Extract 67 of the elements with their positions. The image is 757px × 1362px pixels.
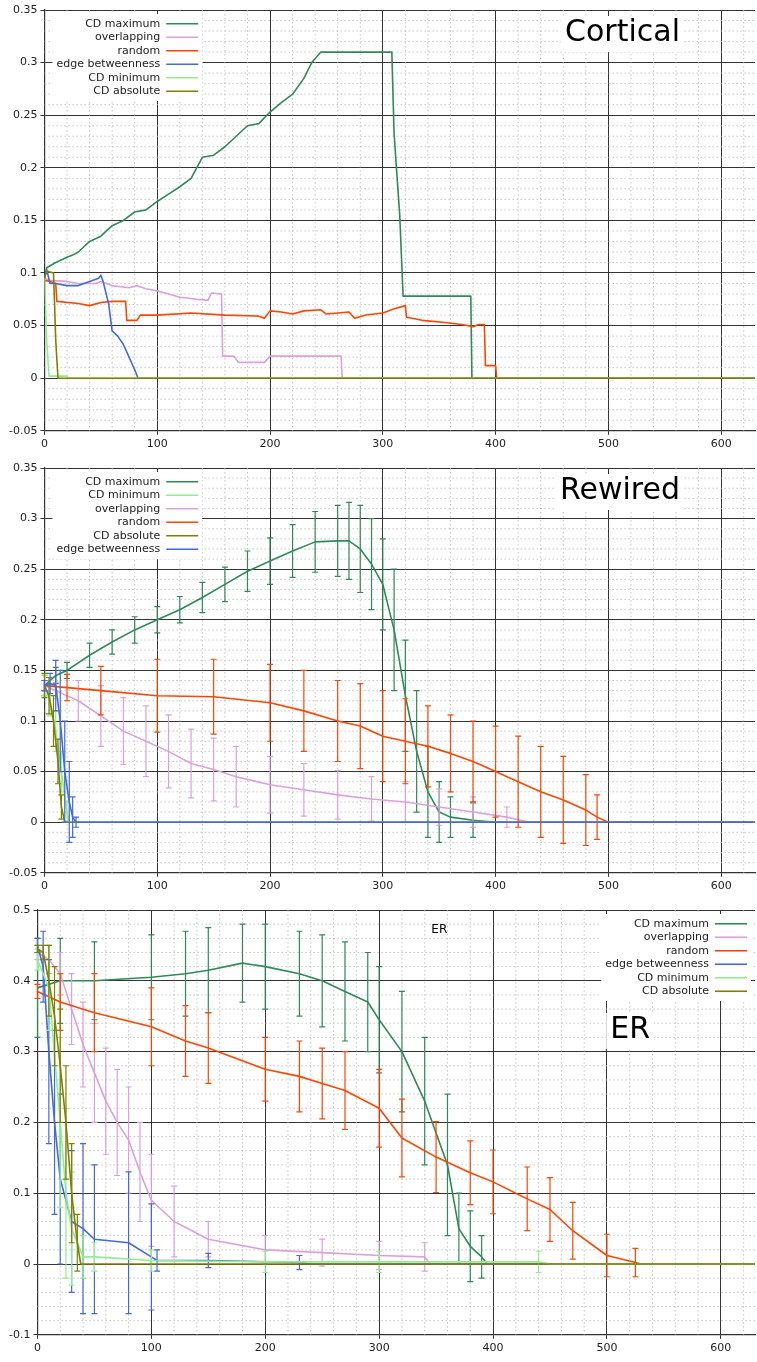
y-tick-label: 0.5 xyxy=(12,902,31,916)
x-tick-label: 100 xyxy=(146,879,168,893)
y-tick-label: 0.15 xyxy=(12,213,38,227)
x-tick-label: 200 xyxy=(259,879,281,893)
x-tick-label: 600 xyxy=(710,437,732,451)
x-tick-label: 600 xyxy=(710,879,732,893)
x-tick-label: 400 xyxy=(485,437,507,451)
x-tick-label: 200 xyxy=(259,437,281,451)
x-tick-label: 500 xyxy=(596,1341,618,1355)
legend-label: CD maximum xyxy=(85,16,161,30)
y-tick-label: 0.3 xyxy=(19,55,38,69)
x-tick-label: 600 xyxy=(710,1341,732,1355)
x-tick-label: 300 xyxy=(372,437,394,451)
legend-label: CD maximum xyxy=(633,916,709,930)
legend-label: CD absolute xyxy=(93,84,161,98)
legend-label: random xyxy=(117,43,161,57)
x-tick-label: 400 xyxy=(482,1341,504,1355)
y-tick-label: 0.4 xyxy=(12,973,31,987)
y-tick-label: 0.2 xyxy=(19,160,38,174)
x-tick-label: 300 xyxy=(372,879,394,893)
x-tick-label: 100 xyxy=(146,437,168,451)
y-tick-label: 0.2 xyxy=(12,1115,31,1129)
y-tick-label: 0.35 xyxy=(12,460,38,474)
y-tick-label: 0 xyxy=(23,1256,31,1270)
y-tick-label: 0.25 xyxy=(12,562,38,576)
chart-title: Cortical xyxy=(565,12,680,48)
legend-label: CD absolute xyxy=(642,984,710,998)
y-tick-label: -0.05 xyxy=(8,865,38,879)
legend-label: CD minimum xyxy=(88,488,161,502)
y-tick-label: 0.1 xyxy=(19,265,38,279)
y-tick-label: 0.35 xyxy=(12,2,38,16)
legend-label: CD minimum xyxy=(637,970,709,984)
x-tick-label: 500 xyxy=(597,879,619,893)
chart-title: Rewired xyxy=(560,470,680,506)
y-tick-label: 0 xyxy=(30,371,38,385)
y-tick-label: 0.3 xyxy=(19,511,38,525)
x-tick-label: 400 xyxy=(485,879,507,893)
y-tick-label: 0.3 xyxy=(12,1044,31,1058)
x-tick-label: 300 xyxy=(368,1341,390,1355)
y-tick-label: 0.1 xyxy=(12,1186,31,1200)
legend-label: CD minimum xyxy=(88,70,161,84)
legend-label: random xyxy=(666,943,709,957)
y-tick-label: -0.1 xyxy=(8,1327,31,1341)
x-tick-label: 0 xyxy=(40,437,48,451)
legend-label: random xyxy=(117,515,161,529)
y-tick-label: 0.15 xyxy=(12,663,38,677)
legend-label: overlapping xyxy=(643,930,709,944)
x-tick-label: 100 xyxy=(140,1341,162,1355)
y-tick-label: 0.1 xyxy=(19,713,38,727)
legend-label: edge betweenness xyxy=(56,57,161,71)
legend-label: edge betweenness xyxy=(605,957,710,971)
y-tick-label: 0 xyxy=(30,815,38,829)
legend-label: overlapping xyxy=(94,501,161,515)
x-tick-label: 200 xyxy=(254,1341,276,1355)
y-tick-label: 0.05 xyxy=(12,318,38,332)
text: ER xyxy=(610,1009,650,1045)
annotation: ER xyxy=(431,922,448,937)
x-tick-label: 0 xyxy=(40,879,48,893)
legend-label: overlapping xyxy=(94,30,161,44)
y-tick-label: -0.05 xyxy=(8,423,38,437)
legend-label: CD maximum xyxy=(85,474,161,488)
y-tick-label: 0.25 xyxy=(12,108,38,122)
x-tick-label: 500 xyxy=(597,437,619,451)
y-tick-label: 0.2 xyxy=(19,612,38,626)
y-tick-label: 0.05 xyxy=(12,764,38,778)
legend-label: edge betweenness xyxy=(56,542,161,556)
legend-label: CD absolute xyxy=(93,528,161,542)
